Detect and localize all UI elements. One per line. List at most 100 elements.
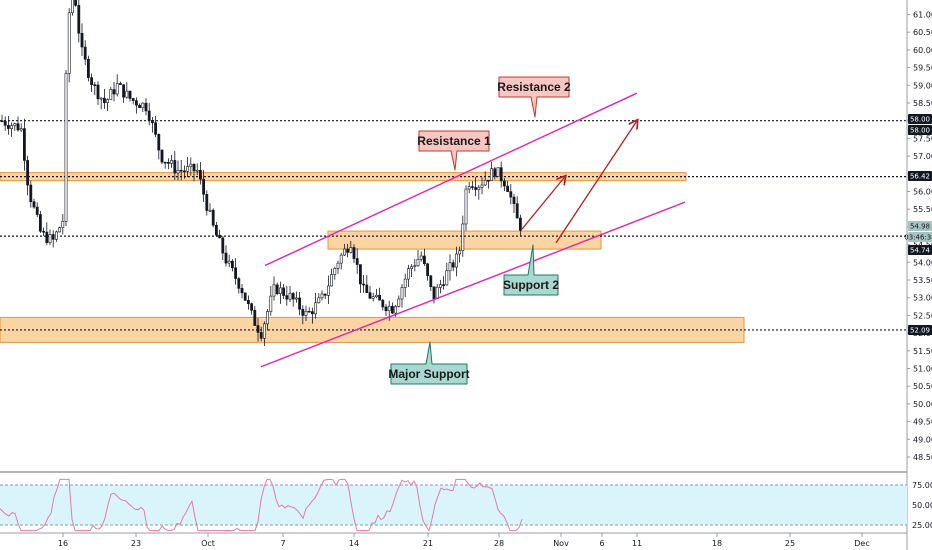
candle-down [499, 167, 503, 182]
callout-label: Major Support [388, 367, 469, 381]
price-tag-bg [908, 221, 932, 231]
x-tick-label: 14 [349, 539, 359, 548]
candle-up [99, 97, 103, 100]
rsi-band [0, 485, 907, 525]
candle-down [422, 255, 426, 265]
channel-lower [260, 201, 686, 368]
candle-down [135, 100, 138, 106]
channel-upper [264, 92, 638, 267]
candle-up [445, 270, 449, 286]
candle-down [429, 275, 433, 288]
candle-down [378, 294, 382, 301]
candle-up [448, 262, 452, 272]
candle-down [38, 214, 42, 232]
callout-label: Support 2 [503, 278, 559, 292]
candle-up [467, 186, 471, 190]
candle-down [355, 258, 359, 265]
rsi-tick-label: 75.00 [912, 481, 932, 490]
candle-down [163, 161, 167, 164]
y-tick-label: 58.50 [913, 99, 932, 108]
candle-up [333, 268, 337, 275]
candle-up [269, 295, 273, 312]
candle-down [35, 206, 39, 215]
price-tag: 56.42 [908, 171, 932, 181]
candle-up [413, 265, 417, 268]
candle-up [374, 294, 378, 298]
candle-down [173, 160, 177, 174]
candle-down [128, 90, 132, 99]
candle-down [7, 125, 10, 129]
candle-down [512, 196, 516, 204]
x-tick-label: 21 [423, 539, 433, 548]
candle-down [144, 102, 148, 112]
candle-up [314, 302, 318, 315]
candle-up [438, 284, 442, 288]
arrow-to-resistance-2 [555, 121, 637, 244]
candle-up [294, 297, 298, 300]
candle-down [243, 292, 247, 301]
y-tick-label: 57.00 [913, 152, 932, 161]
y-tick-label: 50.50 [913, 382, 932, 391]
candle-down [470, 186, 474, 188]
y-tick-label: 50.00 [913, 400, 932, 409]
candle-down [381, 299, 385, 308]
candle-up [490, 168, 494, 181]
price-tag-label: 58.00 [910, 116, 930, 124]
x-tick-label: 11 [632, 539, 642, 548]
candle-up [304, 310, 308, 316]
candle-down [234, 267, 238, 279]
y-tick-label: 60.00 [913, 46, 932, 55]
callout-support-2: Support 2 [503, 244, 559, 296]
price-tag: 54.74 [908, 245, 932, 255]
rsi-tick-label: 50.00 [912, 501, 932, 510]
candle-down [90, 77, 94, 85]
price-tag: 58.00 [908, 125, 932, 135]
candle-up [61, 221, 65, 228]
candle-up [394, 306, 398, 314]
candle-down [518, 217, 522, 231]
candle-down [275, 284, 279, 294]
candle-up [141, 102, 145, 109]
candle-up [13, 123, 17, 126]
candle-down [474, 187, 478, 190]
candle-down [282, 287, 286, 296]
x-tick-label: 16 [58, 539, 68, 548]
candle-up [454, 253, 458, 268]
candle-up [109, 89, 113, 100]
candle-up [464, 188, 468, 225]
y-tick-label: 59.50 [913, 64, 932, 73]
callout-label: Resistance 2 [497, 80, 571, 94]
candle-down [22, 128, 26, 161]
candle-down [202, 178, 206, 195]
candle-up [483, 179, 487, 186]
arrow-to-resistance-1 [521, 177, 565, 230]
candle-down [0, 120, 4, 122]
callout-major-support: Major Support [388, 341, 470, 385]
y-tick-label: 60.50 [913, 28, 932, 37]
candle-up [189, 163, 193, 168]
candle-up [10, 125, 14, 129]
y-tick-label: 56.00 [913, 188, 932, 197]
candle-down [432, 286, 436, 299]
candle-up [115, 83, 119, 95]
callout-shape [390, 341, 468, 385]
candle-up [406, 268, 410, 280]
candle-up [106, 99, 110, 103]
y-tick-label: 49.00 [913, 435, 932, 444]
price-tag-bg [908, 232, 932, 242]
candle-down [515, 203, 519, 219]
y-tick-label: 48.50 [913, 453, 932, 462]
candle-down [390, 305, 394, 314]
candle-down [179, 169, 183, 172]
candle-up [54, 231, 58, 240]
candle-up [410, 266, 414, 270]
candle-down [426, 263, 430, 277]
candle-down [74, 0, 78, 6]
candle-down [231, 260, 234, 269]
price-tag-label: 03:46:38 [904, 234, 932, 242]
candle-down [451, 262, 455, 268]
candle-up [496, 167, 500, 177]
candle-down [307, 310, 311, 313]
candle-up [403, 278, 407, 288]
